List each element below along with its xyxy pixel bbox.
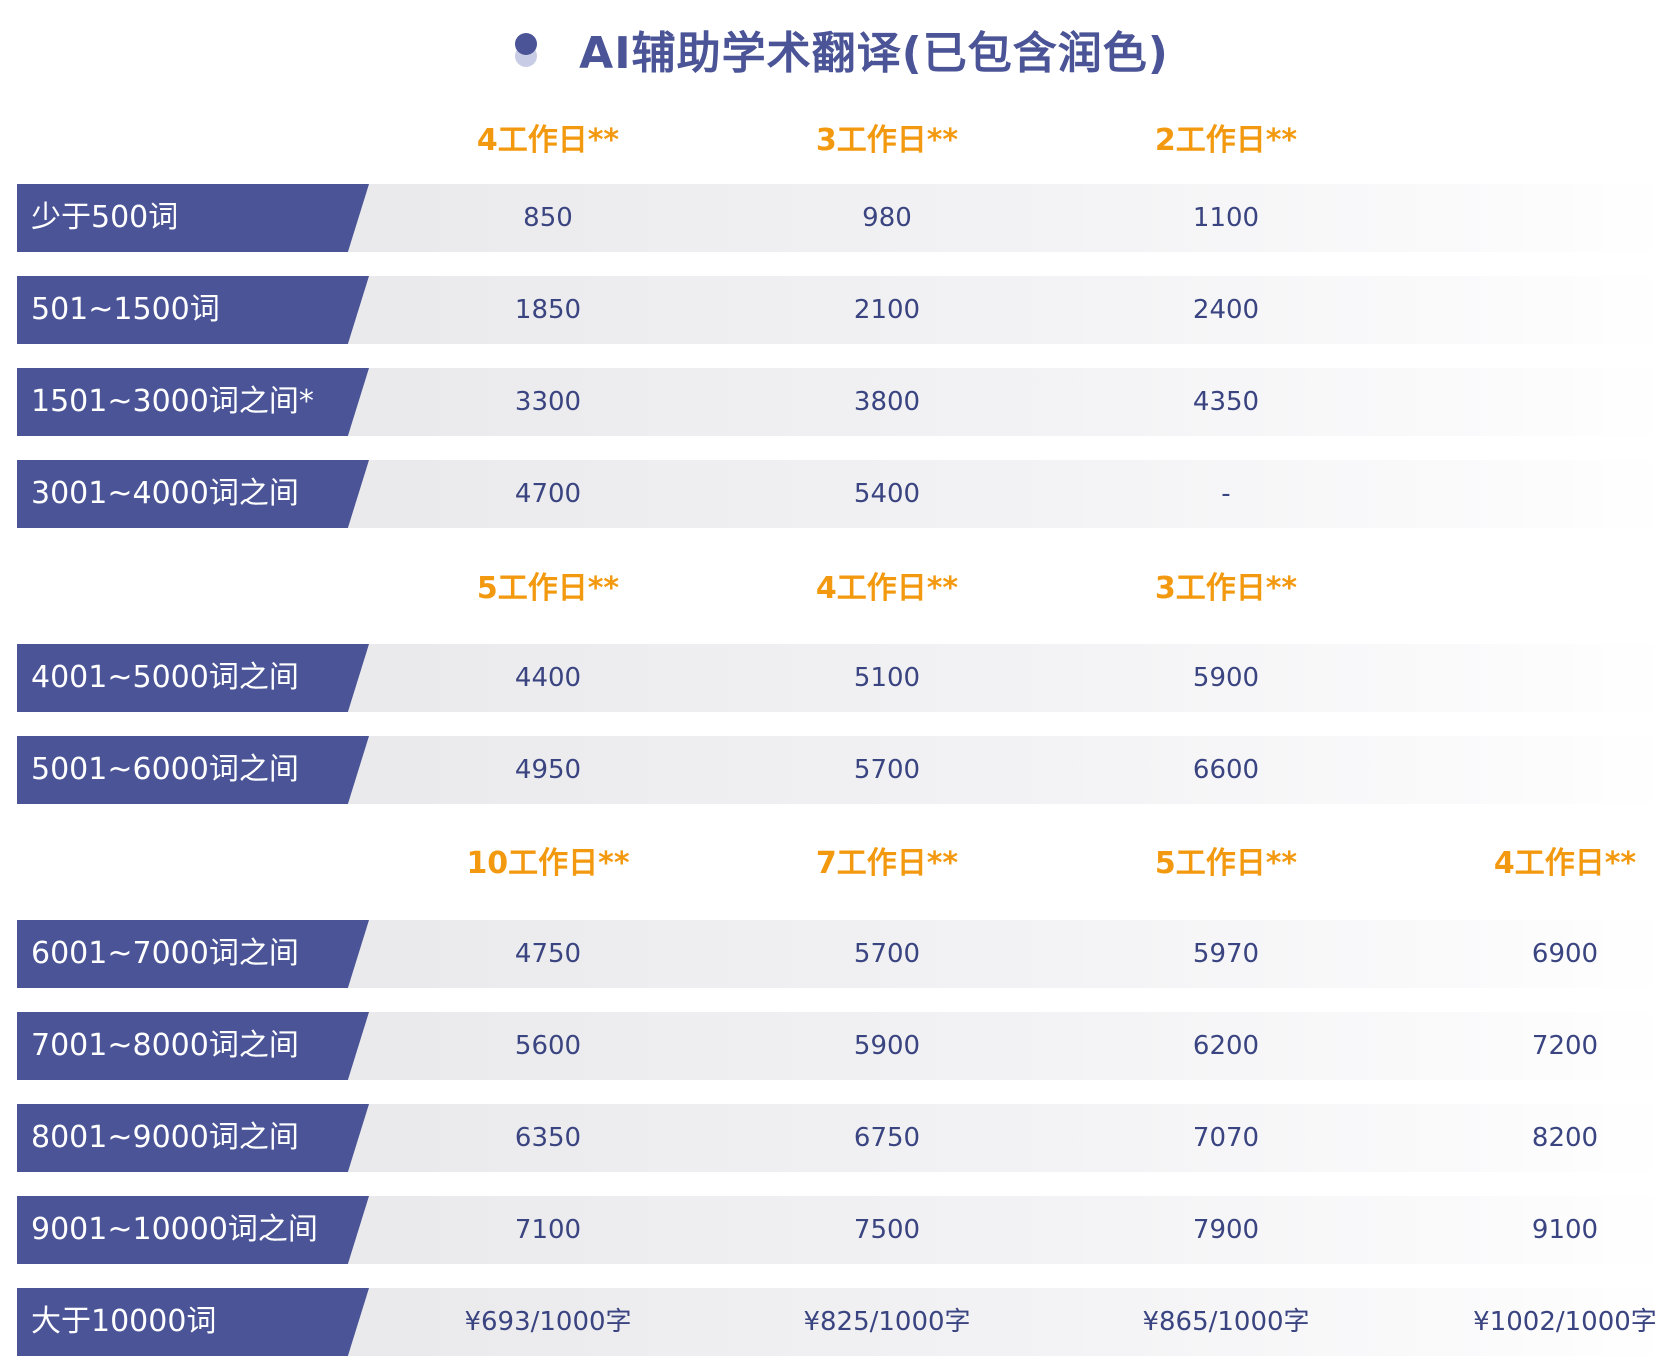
price-cell: 4750	[514, 939, 582, 969]
word-range-label: 8001~9000词之间	[17, 1104, 369, 1172]
price-row: 8001~9000词之间 6350 6750 7070 8200	[17, 1104, 1667, 1172]
price-row: 3001~4000词之间 4700 5400 -	[17, 460, 1667, 528]
price-row: 少于500词 850 980 1100	[17, 184, 1667, 252]
price-cell: 5400	[853, 479, 921, 509]
word-range-text: 1501~3000词之间*	[31, 384, 314, 419]
word-range-text: 8001~9000词之间	[31, 1120, 299, 1155]
row-background	[317, 1104, 1667, 1172]
word-range-text: 5001~6000词之间	[31, 752, 299, 787]
row-background	[317, 1012, 1667, 1080]
price-cell: 9100	[1531, 1215, 1599, 1245]
price-cell: 1100	[1192, 203, 1260, 233]
price-cell: 7100	[514, 1215, 582, 1245]
price-cell: 5600	[514, 1031, 582, 1061]
price-cell: 6200	[1192, 1031, 1260, 1061]
word-range-label: 5001~6000词之间	[17, 736, 369, 804]
row-background	[317, 644, 1667, 712]
row-background	[317, 1288, 1667, 1356]
turnaround-header: 4工作日**	[476, 123, 620, 158]
price-cell: ¥1002/1000字	[1473, 1307, 1657, 1337]
price-cell: 7500	[853, 1215, 921, 1245]
word-range-label: 1501~3000词之间*	[17, 368, 369, 436]
price-cell: 3800	[853, 387, 921, 417]
title-bullet-icon	[511, 29, 539, 69]
turnaround-header: 3工作日**	[1154, 571, 1298, 606]
row-background	[317, 276, 1667, 344]
price-cell: 6600	[1192, 755, 1260, 785]
price-cell: 5970	[1192, 939, 1260, 969]
price-cell: 5700	[853, 755, 921, 785]
turnaround-header: 7工作日**	[815, 846, 959, 881]
word-range-label: 501~1500词	[17, 276, 369, 344]
price-cell: 5900	[853, 1031, 921, 1061]
price-row: 4001~5000词之间 4400 5100 5900	[17, 644, 1667, 712]
word-range-text: 6001~7000词之间	[31, 936, 299, 971]
turnaround-header: 4工作日**	[815, 571, 959, 606]
word-range-label: 少于500词	[17, 184, 369, 252]
word-range-label: 7001~8000词之间	[17, 1012, 369, 1080]
price-cell: 7200	[1531, 1031, 1599, 1061]
price-cell: 8200	[1531, 1123, 1599, 1153]
turnaround-header: 3工作日**	[815, 123, 959, 158]
price-cell: 6750	[853, 1123, 921, 1153]
price-cell: 6900	[1531, 939, 1599, 969]
row-background	[317, 736, 1667, 804]
price-row: 7001~8000词之间 5600 5900 6200 7200	[17, 1012, 1667, 1080]
row-background	[317, 368, 1667, 436]
price-cell: 1850	[514, 295, 582, 325]
price-cell: 2400	[1192, 295, 1260, 325]
word-range-text: 4001~5000词之间	[31, 660, 299, 695]
price-cell: 5100	[853, 663, 921, 693]
price-cell: ¥693/1000字	[464, 1307, 632, 1337]
word-range-text: 7001~8000词之间	[31, 1028, 299, 1063]
turnaround-header: 4工作日**	[1493, 846, 1637, 881]
row-background	[317, 1196, 1667, 1264]
price-cell: ¥865/1000字	[1142, 1307, 1310, 1337]
word-range-text: 501~1500词	[31, 292, 220, 327]
word-range-text: 9001~10000词之间	[31, 1212, 318, 1247]
row-background	[317, 460, 1667, 528]
price-cell: 850	[523, 203, 573, 233]
price-cell: 2100	[853, 295, 921, 325]
page-title-bar: AI辅助学术翻译(已包含润色)	[0, 6, 1680, 92]
price-cell: 5700	[853, 939, 921, 969]
row-background	[317, 184, 1667, 252]
price-cell: 4400	[514, 663, 582, 693]
word-range-label: 大于10000词	[17, 1288, 369, 1356]
turnaround-header-row: 10工作日** 7工作日** 5工作日** 4工作日**	[0, 835, 1680, 885]
word-range-label: 6001~7000词之间	[17, 920, 369, 988]
price-row: 501~1500词 1850 2100 2400	[17, 276, 1667, 344]
word-range-text: 少于500词	[31, 200, 179, 235]
price-cell: 4950	[514, 755, 582, 785]
bullet-dot-front	[515, 33, 538, 55]
word-range-label: 9001~10000词之间	[17, 1196, 369, 1264]
row-background	[317, 920, 1667, 988]
price-cell: 6350	[514, 1123, 582, 1153]
price-row: 大于10000词 ¥693/1000字 ¥825/1000字 ¥865/1000字 ¥1…	[17, 1288, 1667, 1356]
turnaround-header: 2工作日**	[1154, 123, 1298, 158]
price-cell: ¥825/1000字	[803, 1307, 971, 1337]
price-cell: 5900	[1192, 663, 1260, 693]
price-row: 9001~10000词之间 7100 7500 7900 9100	[17, 1196, 1667, 1264]
price-cell: 7070	[1192, 1123, 1260, 1153]
price-cell: 980	[862, 203, 912, 233]
price-cell: -	[1221, 479, 1231, 509]
word-range-text: 3001~4000词之间	[31, 476, 299, 511]
price-cell: 7900	[1192, 1215, 1260, 1245]
turnaround-header: 10工作日**	[466, 846, 630, 881]
price-cell: 4350	[1192, 387, 1260, 417]
price-row: 1501~3000词之间* 3300 3800 4350	[17, 368, 1667, 436]
price-cell: 4700	[514, 479, 582, 509]
turnaround-header-row: 5工作日** 4工作日** 3工作日**	[0, 560, 1680, 610]
price-cell: 3300	[514, 387, 582, 417]
turnaround-header: 5工作日**	[476, 571, 620, 606]
turnaround-header-row: 4工作日** 3工作日** 2工作日**	[0, 112, 1680, 162]
word-range-label: 3001~4000词之间	[17, 460, 369, 528]
turnaround-header: 5工作日**	[1154, 846, 1298, 881]
price-row: 6001~7000词之间 4750 5700 5970 6900	[17, 920, 1667, 988]
word-range-label: 4001~5000词之间	[17, 644, 369, 712]
page-title: AI辅助学术翻译(已包含润色)	[579, 28, 1169, 79]
price-row: 5001~6000词之间 4950 5700 6600	[17, 736, 1667, 804]
word-range-text: 大于10000词	[31, 1304, 217, 1339]
